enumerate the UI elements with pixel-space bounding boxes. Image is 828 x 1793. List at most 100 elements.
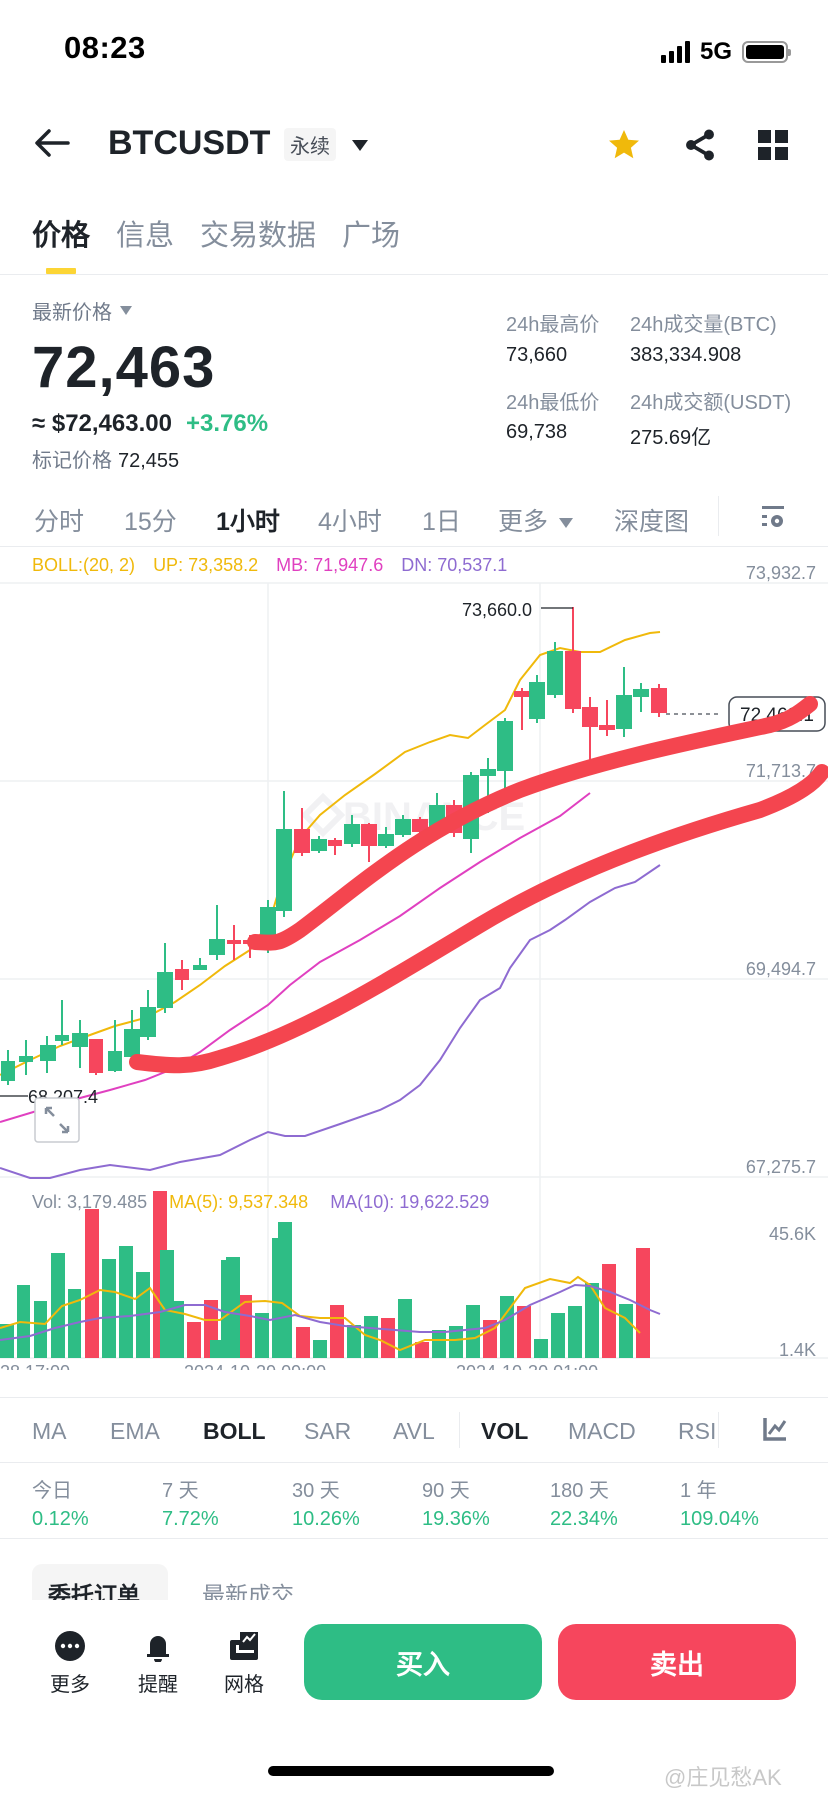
indicator-vol[interactable]: VOL — [481, 1418, 529, 1444]
volume-usdt-value: 275.69亿 — [630, 427, 712, 449]
more-button[interactable]: 更多 — [50, 1630, 90, 1697]
network-type: 5G — [699, 38, 732, 65]
volume-current: Vol: 3,179.485 — [32, 1192, 148, 1212]
perf-label-30d: 30 天 — [292, 1480, 340, 1502]
divider — [0, 274, 828, 275]
indicator-ema[interactable]: EMA — [110, 1418, 160, 1444]
alert-button[interactable]: 提醒 — [138, 1630, 178, 1697]
indicator-boll[interactable]: BOLL — [203, 1418, 266, 1444]
layout-grid-icon[interactable] — [758, 130, 788, 160]
depth-chart-tab[interactable]: 深度图 — [614, 508, 690, 536]
timeframe-4h[interactable]: 4小时 — [318, 508, 382, 536]
mark-price: 标记价格 72,455 — [32, 444, 179, 473]
more-label: 更多 — [50, 1674, 90, 1696]
perf-value-180d: 22.34% — [550, 1508, 618, 1530]
grid-trading-button[interactable]: 网格 — [224, 1630, 264, 1697]
divider — [459, 1412, 460, 1448]
volume-ma5: MA(5): 9,537.348 — [169, 1192, 309, 1212]
caret-down-icon — [558, 518, 573, 529]
home-indicator[interactable] — [268, 1766, 554, 1776]
share-icon[interactable] — [682, 127, 718, 163]
price-axis-label: 69,494.7 — [746, 959, 816, 979]
time-axis-label: 28 17:00 — [0, 1362, 70, 1370]
sell-button[interactable]: 卖出 — [558, 1624, 796, 1700]
indicator-macd[interactable]: MACD — [568, 1418, 636, 1444]
tab-info[interactable]: 信息 — [116, 220, 175, 252]
perf-label-1y: 1 年 — [680, 1480, 717, 1502]
tab-square[interactable]: 广场 — [342, 220, 401, 252]
vol-ma10-line — [0, 1283, 661, 1341]
timeframe-1h[interactable]: 1小时 — [216, 508, 280, 536]
indicator-bar: MA EMA BOLL SAR AVL VOL MACD RSI — [0, 1398, 828, 1468]
volume-axis-min: 1.4K — [779, 1340, 816, 1360]
volume-btc-label: 24h成交量(BTC) — [630, 314, 777, 336]
status-indicators: 5G — [660, 38, 791, 66]
boll-params: BOLL:(20, 2) — [32, 555, 136, 575]
hand-drawn-upper-curve — [247, 696, 818, 951]
vol-ma5-line — [0, 1275, 641, 1352]
boll-up: UP: 73,358.2 — [153, 555, 259, 575]
low-24h-value: 69,738 — [506, 421, 568, 443]
perf-label-7d: 7 天 — [162, 1480, 199, 1502]
performance-row: 今日 0.12% 7 天 7.72% 30 天 10.26% 90 天 19.3… — [0, 1474, 828, 1534]
last-price: 72,463 — [32, 335, 216, 400]
timeframe-line[interactable]: 分时 — [34, 508, 85, 536]
high-annotation: 73,660.0 — [462, 600, 532, 620]
active-tab-indicator — [46, 268, 76, 274]
tab-price[interactable]: 价格 — [32, 220, 91, 252]
indicator-avl[interactable]: AVL — [393, 1418, 435, 1444]
perf-label-180d: 180 天 — [550, 1480, 609, 1502]
bell-icon — [147, 1636, 169, 1662]
timeframe-15m[interactable]: 15分 — [124, 508, 177, 536]
perf-label-today: 今日 — [32, 1480, 72, 1502]
contract-type-badge: 永续 — [284, 128, 336, 161]
timeframe-bar: 分时 15分 1小时 4小时 1日 更多 深度图 — [0, 494, 828, 542]
main-tabs: 价格 信息 交易数据 广场 — [32, 212, 400, 254]
divider — [718, 1412, 719, 1448]
last-price-label[interactable]: 最新价格 — [32, 296, 132, 325]
price-change-pct: +3.76% — [186, 410, 269, 437]
buy-button[interactable]: 买入 — [304, 1624, 542, 1700]
tab-trading-data[interactable]: 交易数据 — [200, 220, 317, 252]
perf-label-90d: 90 天 — [422, 1480, 470, 1502]
time-axis-label: 2024-10-29 09:00 — [184, 1362, 326, 1370]
symbol-title[interactable]: BTCUSDT — [108, 124, 271, 162]
watermark: @庄见愁AK — [664, 1765, 782, 1790]
indicator-rsi[interactable]: RSI — [678, 1418, 717, 1444]
perf-value-30d: 10.26% — [292, 1508, 360, 1530]
time-axis-label: 2024-10-30 01:00 — [456, 1362, 598, 1370]
volume-btc-value: 383,334.908 — [630, 344, 742, 366]
divider — [0, 546, 828, 547]
boll-mb: MB: 71,947.6 — [276, 555, 384, 575]
divider — [0, 1397, 828, 1398]
timeframe-1d[interactable]: 1日 — [422, 508, 461, 536]
status-bar: 08:23 5G — [0, 0, 828, 100]
divider — [0, 1462, 828, 1463]
perf-value-1y: 109.04% — [680, 1508, 759, 1530]
indicator-sar[interactable]: SAR — [304, 1418, 352, 1444]
price-axis-label: 73,932.7 — [746, 563, 816, 583]
high-24h-label: 24h最高价 — [506, 314, 600, 336]
perf-value-today: 0.12% — [32, 1508, 89, 1530]
favorite-star-icon[interactable] — [606, 127, 642, 163]
boll-mb-line — [0, 792, 591, 1123]
more-dots-icon — [55, 1631, 85, 1661]
mark-price-value: 72,455 — [118, 450, 180, 472]
grid-trading-icon — [230, 1632, 258, 1660]
indicator-ma[interactable]: MA — [32, 1418, 67, 1444]
price-axis-label: 71,713.7 — [746, 761, 816, 781]
chart-settings-icon[interactable] — [760, 504, 786, 530]
symbol-dropdown-caret-icon[interactable] — [352, 140, 368, 151]
perf-value-90d: 19.36% — [422, 1508, 490, 1530]
grid-label: 网格 — [224, 1674, 264, 1696]
timeframe-more[interactable]: 更多 — [498, 502, 573, 538]
boll-dn: DN: 70,537.1 — [401, 555, 508, 575]
volume-ma10: MA(10): 19,622.529 — [330, 1192, 490, 1212]
low-24h-label: 24h最低价 — [506, 392, 600, 414]
volume-usdt-label: 24h成交额(USDT) — [630, 392, 792, 414]
kline-chart[interactable]: BINANCE — [0, 540, 828, 1370]
arrow-left-icon[interactable] — [34, 128, 70, 158]
indicator-settings-icon[interactable] — [762, 1416, 788, 1442]
boll-legend: BOLL:(20, 2) UP: 73,358.2 MB: 71,947.6 D… — [32, 555, 507, 576]
battery-icon — [742, 41, 791, 63]
